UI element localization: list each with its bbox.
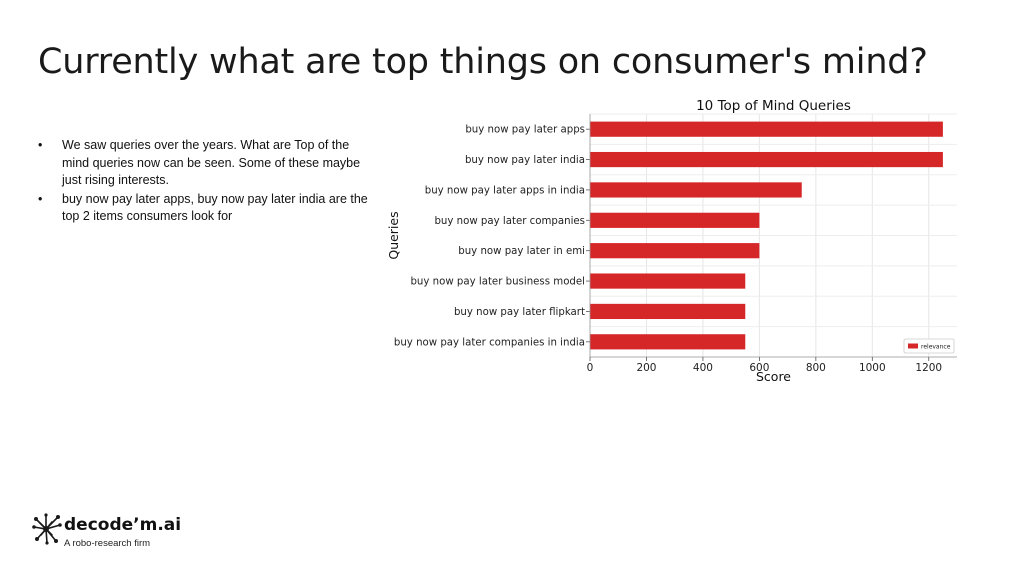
bar (590, 151, 943, 168)
y-tick-label: buy now pay later india (465, 155, 585, 166)
x-tick-label: 600 (749, 362, 769, 374)
y-tick-label: buy now pay later business model (410, 277, 585, 288)
x-tick-label: 1200 (915, 362, 942, 374)
bar (590, 243, 760, 259)
bullet-list: We saw queries over the years. What are … (38, 137, 378, 227)
bar (590, 212, 760, 228)
x-tick-label: 800 (806, 362, 826, 374)
x-tick-label: 400 (693, 362, 713, 374)
brain-circuit-icon (32, 513, 62, 545)
x-tick-label: 200 (636, 362, 656, 374)
chart-title: 10 Top of Mind Queries (696, 98, 851, 114)
slide-title: Currently what are top things on consume… (38, 42, 928, 82)
logo-text: decode’m.ai (64, 515, 182, 535)
company-logo: decode’m.ai A robo-research firm (32, 513, 232, 553)
y-tick-label: buy now pay later companies (434, 216, 585, 227)
bar (590, 334, 746, 350)
y-tick-label: buy now pay later companies in india (394, 337, 585, 348)
x-tick-label: 1000 (859, 362, 886, 374)
legend-box (903, 338, 955, 354)
bar (590, 182, 802, 198)
bar (590, 273, 746, 289)
y-tick-label: buy now pay later in emi (458, 246, 585, 257)
bar (590, 303, 746, 320)
legend-swatch (908, 343, 918, 349)
legend-label: relevance (921, 344, 951, 351)
y-tick-label: buy now pay later apps (465, 125, 585, 136)
y-axis-label: Queries (386, 211, 401, 259)
logo-tagline: A robo-research firm (64, 538, 151, 549)
bullet-item: buy now pay later apps, buy now pay late… (38, 191, 378, 226)
bar-chart: buy now pay later apps buy now pay later … (386, 98, 957, 384)
y-tick-label: buy now pay later flipkart (454, 307, 585, 318)
bullet-item: We saw queries over the years. What are … (38, 137, 378, 190)
x-tick-label: 0 (587, 362, 594, 374)
bar (590, 121, 943, 137)
x-axis-label: Score (756, 369, 791, 384)
y-tick-label: buy now pay later apps in india (425, 185, 585, 196)
